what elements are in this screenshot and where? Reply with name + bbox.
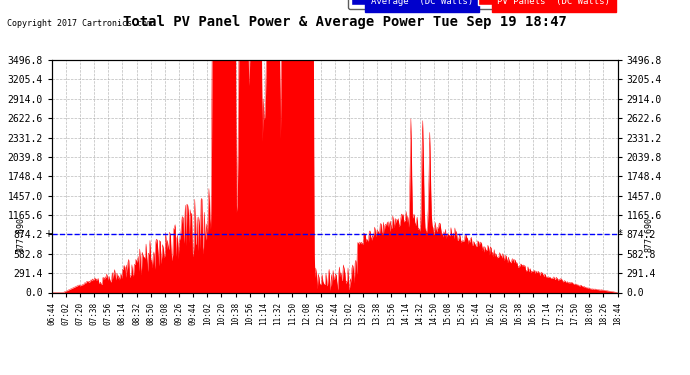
Text: Total PV Panel Power & Average Power Tue Sep 19 18:47: Total PV Panel Power & Average Power Tue…	[123, 15, 567, 29]
Text: *: *	[618, 229, 622, 239]
Legend: Average  (DC Watts), PV Panels  (DC Watts): Average (DC Watts), PV Panels (DC Watts)	[348, 0, 613, 9]
Text: 877.690: 877.690	[16, 217, 25, 252]
Text: +: +	[43, 229, 52, 239]
Text: Copyright 2017 Cartronics.com: Copyright 2017 Cartronics.com	[7, 19, 152, 28]
Text: 877.690: 877.690	[644, 217, 653, 252]
